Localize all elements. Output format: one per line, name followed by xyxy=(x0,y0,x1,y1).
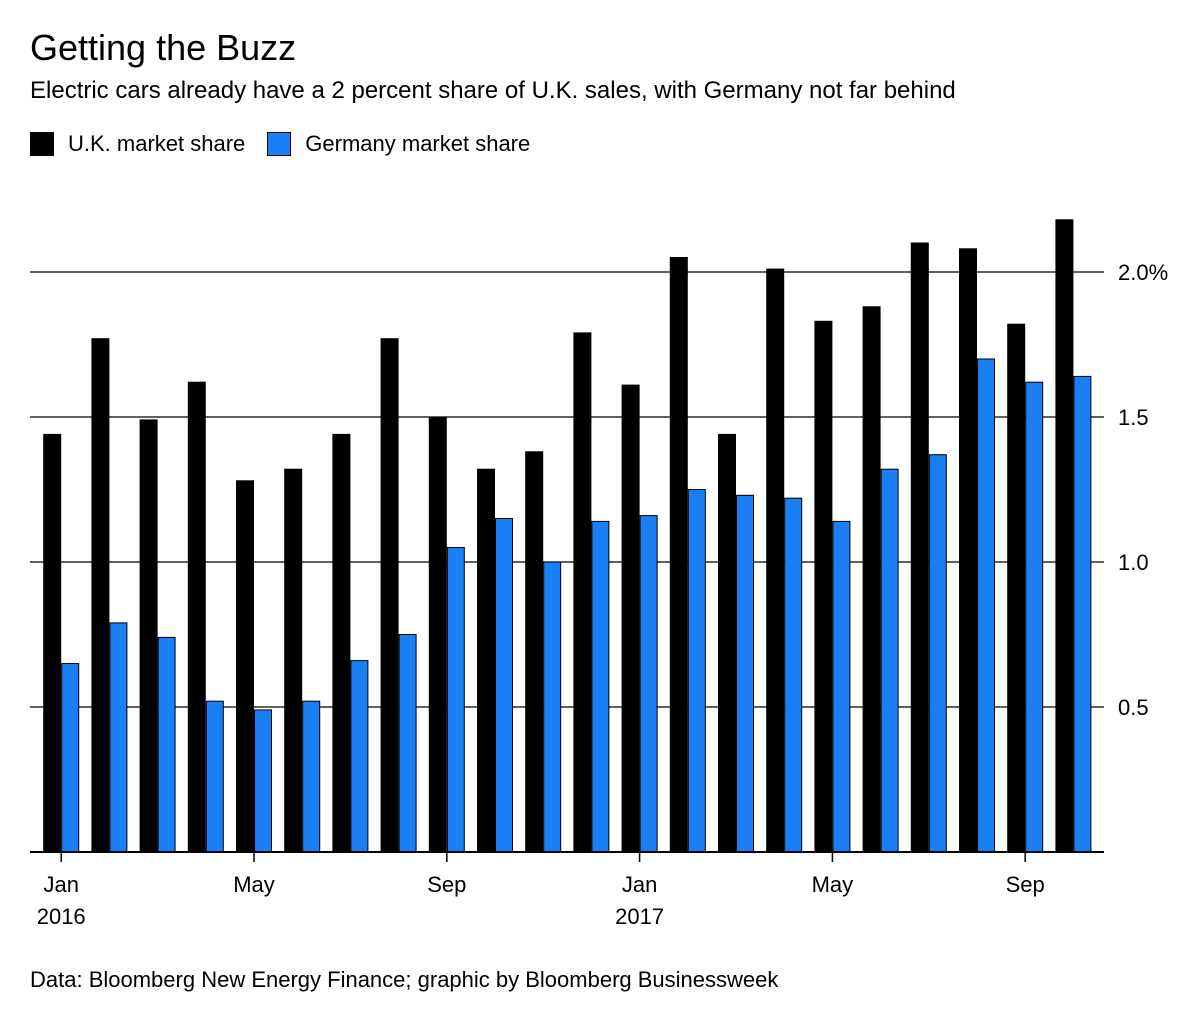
bar-germany xyxy=(61,663,80,853)
legend-item-germany: Germany market share xyxy=(267,131,530,157)
bar-germany xyxy=(687,489,706,853)
bar-germany xyxy=(928,454,947,853)
source-note: Data: Bloomberg New Energy Finance; grap… xyxy=(30,967,779,992)
bar-uk xyxy=(236,480,254,853)
bar-germany xyxy=(1025,381,1044,853)
chart-title: Getting the Buzz xyxy=(30,27,297,68)
bar-germany xyxy=(639,515,658,853)
bar-uk xyxy=(1055,219,1074,853)
bar-uk xyxy=(621,384,640,853)
bar-germany xyxy=(254,709,272,853)
bar-germany xyxy=(977,358,995,853)
bar-germany xyxy=(1073,375,1092,853)
bar-uk xyxy=(910,242,929,853)
bar-germany xyxy=(302,700,321,853)
bar-uk xyxy=(187,381,206,853)
bar-uk xyxy=(43,433,62,853)
bar-uk xyxy=(814,320,833,853)
bar-germany xyxy=(157,636,176,853)
y-tick-label: 1.5 xyxy=(1118,405,1149,430)
bar-uk xyxy=(477,468,495,853)
x-tick-label-month: May xyxy=(812,872,854,897)
y-tick-label: 1.0 xyxy=(1118,550,1149,575)
bar-uk xyxy=(669,257,688,853)
legend-item-uk: U.K. market share xyxy=(30,131,245,157)
bar-germany xyxy=(880,468,899,853)
bar-germany xyxy=(398,634,417,853)
bar-germany xyxy=(109,622,128,853)
bar-germany xyxy=(832,520,851,853)
y-tick-label: 0.5 xyxy=(1118,695,1149,720)
legend: U.K. market share Germany market share xyxy=(30,128,552,160)
bar-uk xyxy=(284,468,303,853)
bar-uk xyxy=(718,433,736,853)
x-tick-label-month: Jan xyxy=(43,872,78,897)
x-tick-label-month: Sep xyxy=(427,872,466,897)
bar-germany xyxy=(205,700,224,853)
bar-uk xyxy=(862,306,881,853)
x-tick-label-year: 2017 xyxy=(615,904,664,929)
x-tick-label-month: Sep xyxy=(1006,872,1045,897)
bar-uk xyxy=(573,332,592,853)
bar-germany xyxy=(350,660,369,853)
legend-label-uk: U.K. market share xyxy=(68,131,246,156)
bar-germany xyxy=(736,494,754,853)
bar-uk xyxy=(91,338,110,853)
bar-uk xyxy=(139,419,158,853)
bar-germany xyxy=(784,497,803,853)
x-tick-label-month: Jan xyxy=(622,872,657,897)
bar-uk xyxy=(766,268,785,853)
bar-uk xyxy=(525,451,544,853)
legend-swatch-germany xyxy=(267,132,292,156)
bar-uk xyxy=(959,248,977,853)
bar-germany xyxy=(446,547,465,853)
bar-germany xyxy=(591,520,610,853)
legend-swatch-uk xyxy=(30,132,54,156)
x-tick-label-year: 2016 xyxy=(37,904,86,929)
bar-uk xyxy=(1007,323,1026,853)
legend-label-germany: Germany market share xyxy=(305,131,531,156)
chart-subtitle: Electric cars already have a 2 percent s… xyxy=(30,77,956,104)
bar-germany xyxy=(495,518,513,853)
bar-germany xyxy=(543,561,562,853)
x-tick-label-month: May xyxy=(233,872,275,897)
y-tick-label: 2.0% xyxy=(1118,260,1168,285)
bar-uk xyxy=(428,416,447,853)
bar-uk xyxy=(380,338,399,853)
bar-uk xyxy=(332,433,351,853)
